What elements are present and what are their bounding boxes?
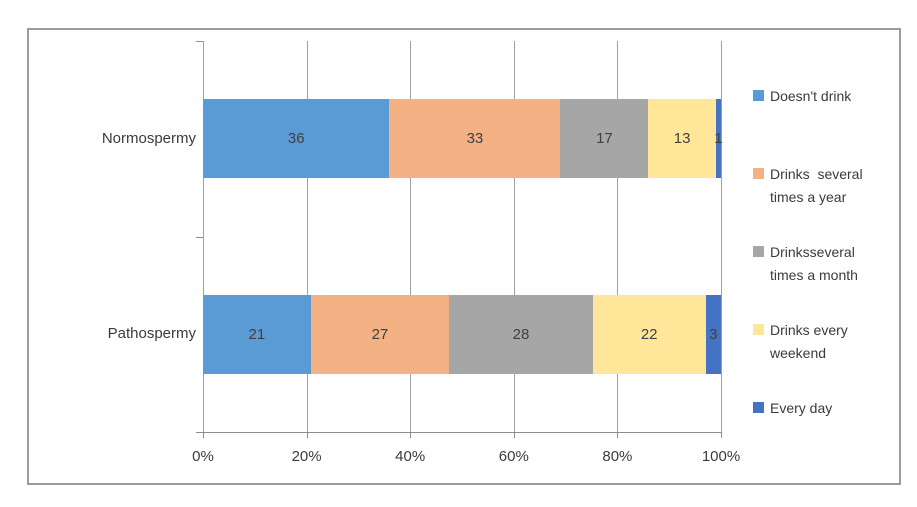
x-tick-label: 100% <box>701 448 741 465</box>
legend-label: Drinks several times a year <box>770 166 867 205</box>
legend-swatch-icon <box>753 324 764 335</box>
bar-row: 21 27 28 22 3 <box>203 294 721 374</box>
legend: Doesn't drink Drinks several times a year… <box>753 0 903 507</box>
x-axis-line <box>196 432 721 433</box>
gridline <box>513 41 515 432</box>
legend-swatch-icon <box>753 168 764 179</box>
gridline <box>203 41 204 432</box>
legend-label: Drinks every weekend <box>770 322 852 361</box>
x-tick-label: 20% <box>291 448 322 465</box>
bar-row: 36 33 17 13 1 <box>203 99 723 179</box>
x-tick-label: 80% <box>602 448 633 465</box>
x-axis-tick <box>203 432 204 438</box>
x-axis-tick <box>410 432 412 438</box>
legend-item: Drinks several times a year <box>753 163 878 209</box>
data-label: 33 <box>466 130 484 148</box>
bar-segment: 36 <box>203 99 390 179</box>
bar-segment: 13 <box>648 99 716 179</box>
legend-item: Drinksseveral times a month <box>753 241 878 287</box>
x-tick-label: 0% <box>192 448 214 465</box>
x-axis-tick <box>513 432 515 438</box>
y-axis-tick <box>196 41 203 42</box>
data-label: 1 <box>714 130 723 148</box>
legend-swatch-icon <box>753 90 764 101</box>
gridline <box>410 41 412 432</box>
legend-swatch-icon <box>753 402 764 413</box>
category-label: Normospermy <box>101 129 196 147</box>
data-label: 36 <box>287 130 305 148</box>
gridline <box>306 41 308 432</box>
legend-label: Drinksseveral times a month <box>770 244 859 283</box>
x-axis-tick <box>721 432 722 438</box>
bar-segment: 22 <box>592 294 706 374</box>
data-label: 13 <box>673 130 691 148</box>
data-label: 22 <box>640 325 658 343</box>
y-axis-tick <box>196 432 203 433</box>
legend-item: Every day <box>753 397 878 420</box>
x-axis-tick <box>617 432 619 438</box>
bar-segment: 28 <box>449 294 593 374</box>
bar-segment: 17 <box>560 99 649 179</box>
gridline <box>617 41 619 432</box>
data-label: 3 <box>709 325 718 343</box>
gridline <box>721 41 722 432</box>
bar-segment: 27 <box>310 294 450 374</box>
y-axis-tick <box>196 236 203 238</box>
legend-label: Every day <box>770 400 833 416</box>
data-label: 17 <box>596 130 613 148</box>
x-tick-label: 60% <box>498 448 529 465</box>
x-axis-tick <box>306 432 308 438</box>
data-label: 21 <box>248 325 266 343</box>
bar-segment: 21 <box>203 294 311 374</box>
category-label: Pathospermy <box>107 325 196 343</box>
bar-segment: 33 <box>389 99 561 179</box>
legend-swatch-icon <box>753 246 764 257</box>
legend-label: Doesn't drink <box>770 88 852 104</box>
x-tick-label: 40% <box>395 448 426 465</box>
data-label: 28 <box>512 325 530 343</box>
legend-item: Drinks every weekend <box>753 319 878 365</box>
bar-segment: 1 <box>714 99 723 179</box>
bar-segment: 3 <box>705 294 721 374</box>
legend-item: Doesn't drink <box>753 85 878 108</box>
data-label: 27 <box>371 325 389 343</box>
